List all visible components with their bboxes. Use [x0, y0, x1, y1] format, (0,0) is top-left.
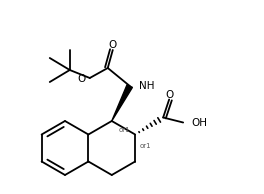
Text: O: O	[78, 74, 86, 84]
Text: OH: OH	[191, 118, 207, 127]
Text: NH: NH	[139, 81, 154, 91]
Text: O: O	[165, 89, 173, 100]
Text: or1: or1	[139, 143, 151, 148]
Text: O: O	[109, 40, 117, 50]
Text: or1: or1	[119, 127, 130, 133]
Polygon shape	[112, 85, 133, 121]
